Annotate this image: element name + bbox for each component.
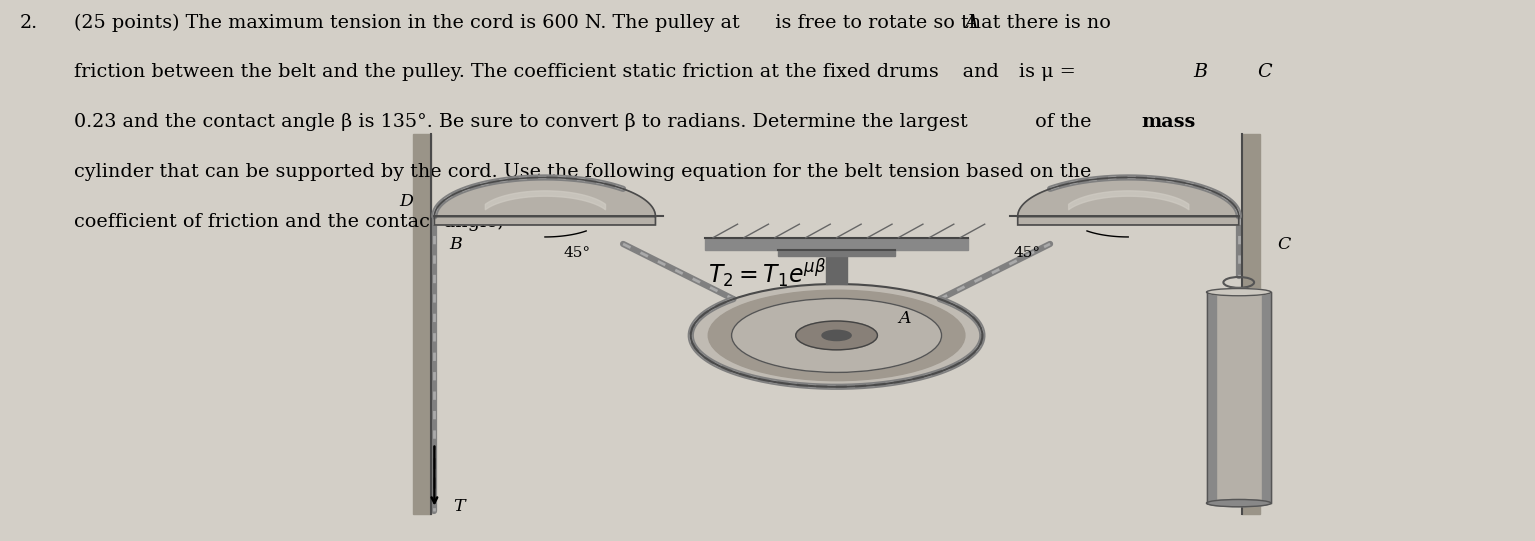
Text: mass: mass <box>1142 113 1196 131</box>
Text: 2.: 2. <box>20 14 38 31</box>
Polygon shape <box>1207 292 1216 503</box>
Polygon shape <box>1262 292 1271 503</box>
Text: T: T <box>453 498 465 515</box>
Polygon shape <box>434 177 655 225</box>
Polygon shape <box>1018 177 1239 225</box>
Ellipse shape <box>1207 288 1271 296</box>
Polygon shape <box>778 249 895 256</box>
Circle shape <box>708 290 966 381</box>
Circle shape <box>732 299 941 372</box>
Circle shape <box>691 284 982 387</box>
Text: B: B <box>450 236 462 253</box>
Text: B: B <box>1194 63 1208 81</box>
Ellipse shape <box>1207 499 1271 507</box>
Text: A: A <box>964 14 978 31</box>
Polygon shape <box>413 134 431 514</box>
Text: (25 points) The maximum tension in the cord is 600 N. The pulley at        is fr: (25 points) The maximum tension in the c… <box>74 14 1110 32</box>
Text: 45°: 45° <box>563 246 591 260</box>
Polygon shape <box>826 256 847 284</box>
Text: cylinder that can be supported by the cord. Use the following equation for the b: cylinder that can be supported by the co… <box>74 163 1091 181</box>
Polygon shape <box>706 237 969 249</box>
Text: D: D <box>399 193 413 209</box>
Circle shape <box>823 330 850 341</box>
Circle shape <box>795 321 878 350</box>
Text: friction between the belt and the pulley. The coefficient static friction at the: friction between the belt and the pulley… <box>74 63 1076 81</box>
Polygon shape <box>1207 292 1271 503</box>
Text: A: A <box>898 309 910 327</box>
Text: C: C <box>1257 63 1273 81</box>
Text: coefficient of friction and the contact angle,: coefficient of friction and the contact … <box>74 213 503 230</box>
Text: C: C <box>1277 236 1291 253</box>
Text: 45°: 45° <box>1013 246 1041 260</box>
Text: $T_2 = T_1e^{\mu\beta}$: $T_2 = T_1e^{\mu\beta}$ <box>708 257 827 289</box>
Text: 0.23 and the contact angle β is 135°. Be sure to convert β to radians. Determine: 0.23 and the contact angle β is 135°. Be… <box>74 113 1091 131</box>
Polygon shape <box>1242 134 1260 514</box>
